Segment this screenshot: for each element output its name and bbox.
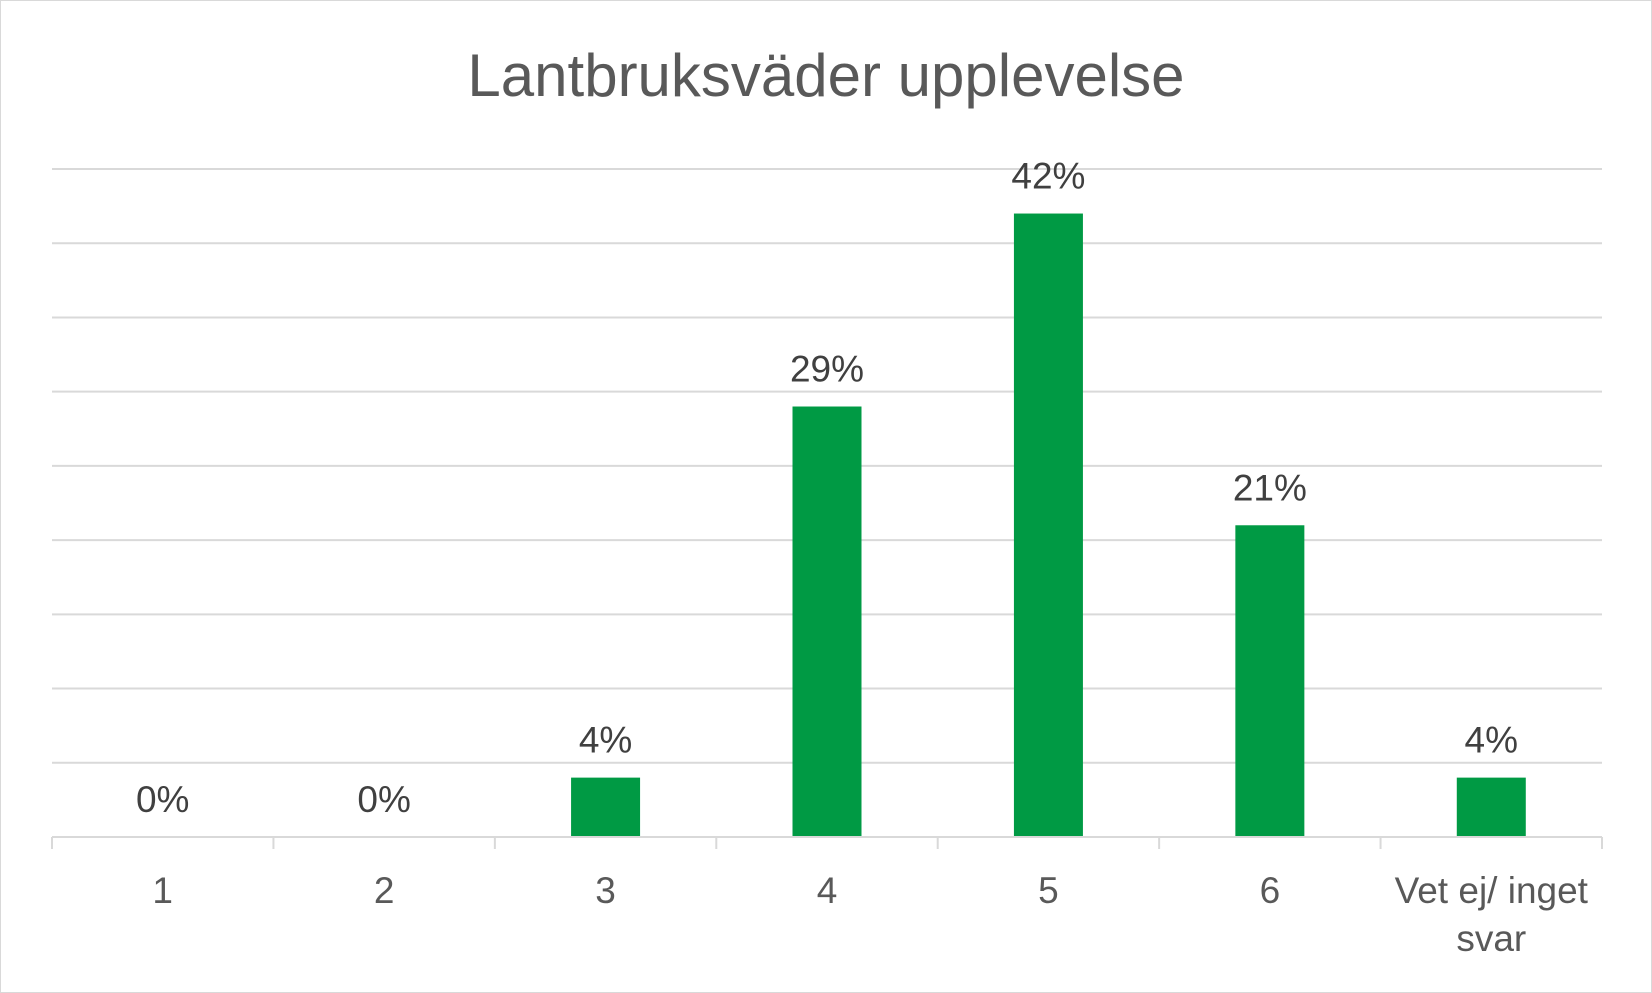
bar xyxy=(571,777,641,837)
data-label: 0% xyxy=(136,779,189,820)
x-tick-label: Vet ej/ inget svar xyxy=(1395,870,1589,959)
x-tick-label: 6 xyxy=(1260,870,1281,911)
data-label: 42% xyxy=(1011,156,1085,197)
bars xyxy=(571,213,1526,838)
x-tick-labels: 1 2 3 4 5 6 Vet ej/ inget svar xyxy=(152,870,1588,959)
x-tick-label: 2 xyxy=(374,870,395,911)
data-label: 0% xyxy=(357,779,410,820)
x-axis xyxy=(51,836,1603,849)
x-tick-label: 5 xyxy=(1038,870,1059,911)
bar xyxy=(1013,213,1083,838)
x-tick-label: 4 xyxy=(817,870,838,911)
x-tick-label: 1 xyxy=(152,870,173,911)
chart-title: Lantbruksväder upplevelse xyxy=(467,42,1184,109)
data-label: 29% xyxy=(790,349,864,390)
bar xyxy=(1456,777,1526,837)
data-label: 21% xyxy=(1233,467,1307,508)
data-label: 4% xyxy=(579,720,632,761)
data-label: 4% xyxy=(1465,720,1518,761)
bar xyxy=(792,406,862,837)
data-labels: 0% 0% 4% 29% 42% 21% 4% xyxy=(136,156,1518,820)
x-tick-label: 3 xyxy=(595,870,616,911)
bar xyxy=(1235,525,1305,837)
